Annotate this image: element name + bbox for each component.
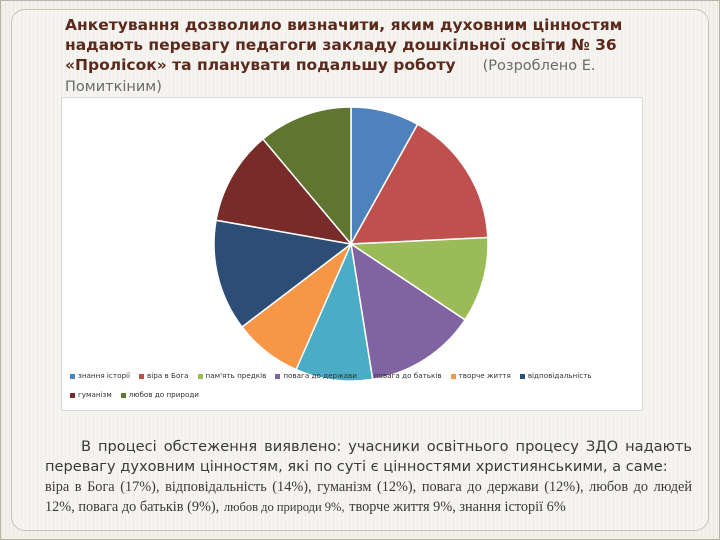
- legend-label: повага до батьків: [373, 371, 442, 380]
- pie-slice-1: [349, 123, 489, 245]
- legend-label: пам'ять предків: [205, 371, 267, 380]
- legend-item-8: любов до природи: [120, 385, 199, 404]
- legend-item-1: віра в Бога: [139, 366, 189, 385]
- legend-swatch: [70, 373, 75, 379]
- legend-item-0: знання історії: [70, 366, 130, 385]
- legend-swatch: [139, 373, 145, 379]
- legend-item-7: гуманізм: [70, 385, 112, 404]
- legend-swatch: [120, 392, 126, 398]
- legend-swatch: [519, 373, 525, 379]
- legend-label: гуманізм: [78, 390, 112, 399]
- legend-swatch: [365, 373, 371, 379]
- legend-item-3: повага до держави: [275, 366, 357, 385]
- summary-text: В процесі обстеження виявлено: учасники …: [45, 437, 692, 517]
- legend-label: любов до природи: [128, 390, 199, 399]
- summary-details-small: любов до природи 9%,: [223, 500, 345, 514]
- legend-label: відповідальність: [527, 371, 592, 380]
- legend-label: творче життя: [458, 371, 511, 380]
- legend-label: повага до держави: [283, 371, 357, 380]
- pie-chart: знання історії віра в Бога пам'ять предків…: [61, 97, 643, 411]
- pie-chart-svg: [213, 106, 489, 382]
- legend-item-6: відповідальність: [519, 366, 592, 385]
- legend-item-4: повага до батьків: [365, 366, 442, 385]
- summary-details: віра в Бога (17%), відповідальність (14%…: [45, 479, 692, 515]
- pie-slice-2: [348, 236, 489, 321]
- legend-label: віра в Бога: [147, 371, 189, 380]
- legend-swatch: [197, 373, 203, 379]
- legend-swatch: [450, 373, 456, 379]
- pie-slice-4: [295, 241, 374, 382]
- legend-item-2: пам'ять предків: [197, 366, 267, 385]
- summary-lead: В процесі обстеження виявлено: учасники …: [45, 438, 692, 475]
- pie-slice-3: [349, 242, 467, 381]
- legend-swatch: [70, 392, 75, 398]
- pie-slice-7: [215, 137, 353, 246]
- slide-title: Анкетування дозволило визначити, яким ду…: [65, 15, 665, 97]
- title-text: Анкетування дозволило визначити, яким ду…: [65, 16, 623, 74]
- pie-slice-6: [213, 219, 353, 329]
- legend-item-5: творче життя: [450, 366, 511, 385]
- title-author: (Розроблено Е. Помиткіним): [65, 58, 596, 95]
- legend-label: знання історії: [78, 371, 131, 380]
- chart-legend: знання історії віра в Бога пам'ять предків…: [70, 366, 635, 404]
- pie-slice-8: [261, 106, 352, 247]
- summary-details-end: творче життя 9%, знання історії 6%: [349, 499, 566, 515]
- legend-swatch: [275, 373, 281, 379]
